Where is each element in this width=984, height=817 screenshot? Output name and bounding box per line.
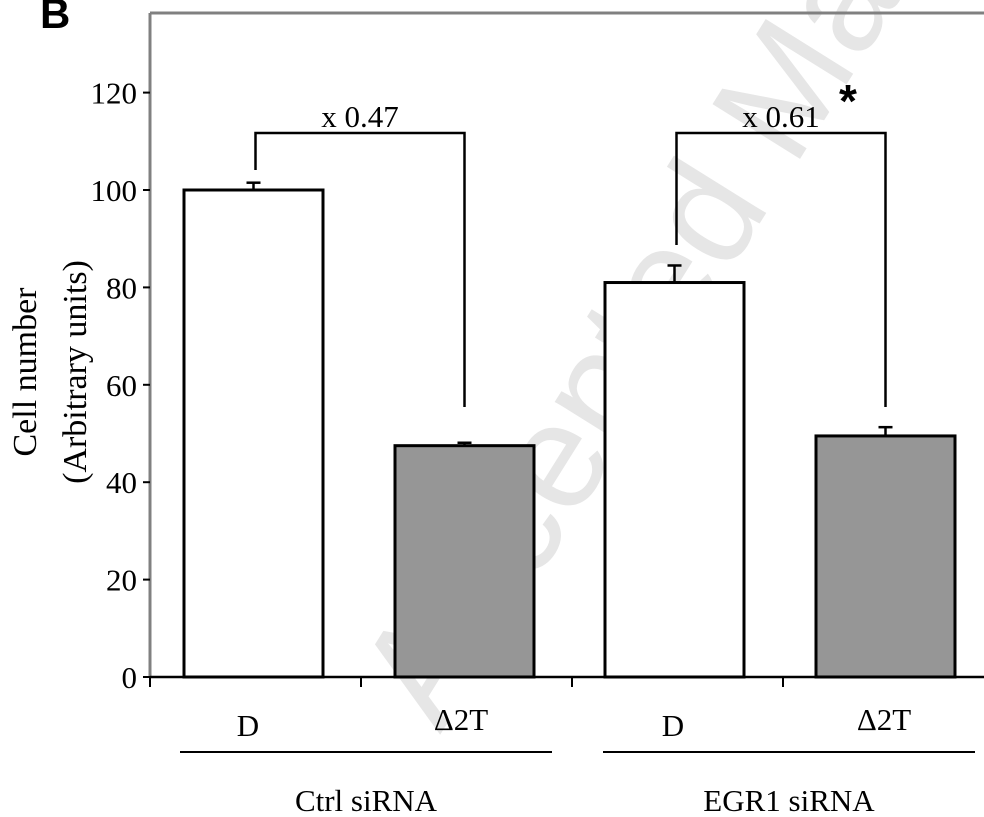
y-tick-label: 0	[122, 660, 138, 695]
comparison-bracket	[675, 131, 887, 407]
bar	[182, 188, 325, 679]
y-tick-label: 40	[106, 465, 137, 500]
group-label: Ctrl siRNA	[295, 783, 438, 817]
y-tick-label: 60	[106, 368, 137, 403]
x-category-label: Δ2T	[857, 702, 911, 737]
ratio-label: x 0.47	[321, 99, 399, 134]
x-axis: D Δ2T Ctrl siRNA D Δ2T EGR1 siRNA	[149, 675, 984, 817]
annotations: x 0.47 x 0.61 *	[254, 75, 887, 407]
x-category-label: D	[662, 708, 684, 743]
panel-label: B	[40, 0, 70, 37]
comparison-bracket	[254, 131, 466, 407]
bar	[603, 281, 746, 679]
y-tick-label: 100	[91, 173, 138, 208]
y-axis-title-line2: (Arbitrary units)	[57, 260, 94, 484]
group-label: EGR1 siRNA	[703, 783, 875, 817]
bar	[393, 444, 536, 679]
y-tick-label: 80	[106, 270, 137, 305]
bar	[814, 434, 957, 679]
x-category-label: Δ2T	[434, 702, 488, 737]
bars	[182, 181, 957, 679]
y-axis: 0 20 40 60 80 100 120	[91, 76, 150, 695]
significance-marker: *	[839, 75, 857, 127]
ratio-label: x 0.61	[742, 99, 820, 134]
y-tick-label: 20	[106, 563, 137, 598]
x-category-label: D	[237, 708, 259, 743]
y-axis-title-line1: Cell number	[7, 287, 44, 457]
y-tick-label: 120	[91, 76, 138, 111]
